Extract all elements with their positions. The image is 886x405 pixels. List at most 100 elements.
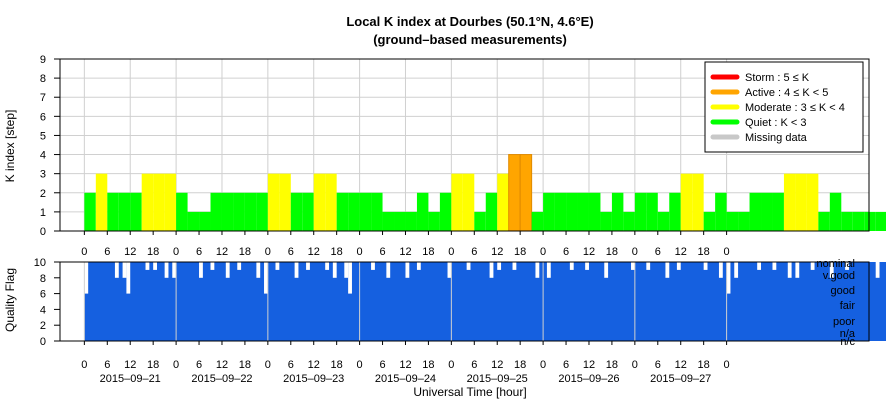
k-index-bar: [210, 192, 222, 231]
quality-dip: [256, 262, 261, 278]
quality-dip: [497, 262, 502, 270]
quality-dip: [126, 262, 131, 294]
k-x-tick-label: 12: [491, 246, 503, 258]
legend-label: Active : 4 ≤ K < 5: [745, 87, 828, 99]
quality-y-tick-label: 4: [40, 304, 46, 316]
quality-dip: [199, 262, 203, 278]
k-x-tick-label: 6: [563, 246, 569, 258]
quality-dip: [164, 262, 169, 278]
quality-dip: [122, 262, 127, 278]
quality-x-tick-label: 18: [514, 359, 526, 371]
k-x-tick-label: 12: [216, 246, 228, 258]
quality-x-tick-label: 12: [583, 359, 595, 371]
quality-dip: [386, 262, 391, 278]
quality-dip: [153, 262, 157, 270]
k-y-tick-label: 3: [40, 169, 46, 181]
quality-x-tick-label: 0: [173, 359, 179, 371]
k-x-tick-label: 6: [471, 246, 477, 258]
k-index-bar: [669, 192, 681, 231]
quality-x-tick-label: 12: [491, 359, 503, 371]
k-index-bar: [130, 192, 142, 231]
k-x-tick-label: 0: [81, 246, 87, 258]
date-label: 2015–09–27: [650, 373, 711, 385]
k-index-bar: [715, 192, 727, 231]
quality-dip: [332, 262, 337, 278]
quality-dip: [294, 262, 299, 278]
date-label: 2015–09–24: [375, 373, 436, 385]
quality-x-tick-label: 6: [379, 359, 385, 371]
quality-dip: [829, 262, 834, 278]
quality-dip: [371, 262, 375, 270]
quality-dip: [646, 262, 651, 270]
quality-dip: [114, 262, 119, 278]
k-index-bar: [657, 211, 670, 231]
k-index-bar: [508, 154, 521, 232]
quality-x-tick-label: 0: [632, 359, 638, 371]
quality-x-tick-label: 0: [448, 359, 454, 371]
quality-dip: [489, 262, 494, 278]
quality-y-tick-label: 6: [40, 289, 46, 301]
k-y-tick-label: 0: [40, 226, 46, 238]
quality-level-label: v.good: [823, 270, 855, 282]
quality-x-tick-label: 6: [655, 359, 661, 371]
k-index-bar: [852, 211, 865, 231]
quality-dip: [795, 262, 800, 278]
k-x-tick-label: 0: [540, 246, 546, 258]
legend-label: Quiet : K < 3: [745, 117, 806, 129]
quality-dip: [726, 262, 731, 294]
quality-x-tick-label: 18: [331, 359, 343, 371]
k-index-bar: [176, 192, 188, 231]
quality-x-tick-label: 0: [81, 359, 87, 371]
k-index-bar: [485, 192, 498, 231]
k-x-tick-label: 6: [196, 246, 202, 258]
k-index-bar: [531, 211, 544, 231]
date-label: 2015–09–21: [100, 373, 161, 385]
k-index-bar: [474, 211, 486, 231]
k-y-tick-label: 6: [40, 111, 46, 123]
k-index-bar: [783, 173, 796, 231]
quality-dip: [845, 262, 849, 270]
quality-x-tick-label: 6: [471, 359, 477, 371]
k-index-bar: [462, 173, 475, 231]
k-index-y-label: K index [step]: [3, 110, 17, 183]
k-index-bar: [267, 173, 280, 231]
k-index-bar: [519, 154, 533, 232]
quality-y-tick-label: 2: [40, 320, 46, 332]
k-index-bar: [623, 211, 635, 231]
k-index-bar: [577, 192, 589, 231]
quality-x-tick-label: 0: [265, 359, 271, 371]
quality-dip: [631, 262, 635, 270]
k-x-tick-label: 0: [357, 246, 363, 258]
k-plot-frame: [59, 58, 870, 232]
k-x-tick-label: 18: [239, 246, 251, 258]
quality-dip: [405, 262, 410, 278]
k-x-tick-label: 6: [655, 246, 661, 258]
k-index-bar: [841, 211, 853, 231]
quality-x-tick-label: 12: [124, 359, 136, 371]
k-index-bar: [416, 192, 429, 231]
quality-dip: [306, 262, 310, 270]
k-index-bar: [199, 211, 211, 231]
k-index-bar: [749, 192, 762, 231]
k-x-tick-label: 18: [514, 246, 526, 258]
k-index-bar: [600, 211, 612, 231]
k-index-bar: [84, 192, 96, 231]
quality-level-label: good: [831, 285, 855, 297]
k-index-bar: [726, 211, 739, 231]
k-index-bar: [703, 211, 716, 231]
k-index-bar: [405, 211, 417, 231]
k-x-tick-label: 0: [173, 246, 179, 258]
k-index-bar: [795, 173, 807, 231]
k-index-bar: [634, 192, 647, 231]
k-index-bar: [829, 192, 842, 231]
k-index-bar: [451, 173, 463, 231]
k-x-tick-label: 0: [632, 246, 638, 258]
quality-dip: [225, 262, 230, 278]
k-index-bar: [107, 192, 119, 231]
k-index-bar: [153, 173, 165, 231]
x-axis-label: Universal Time [hour]: [413, 385, 526, 399]
quality-dip: [275, 262, 280, 270]
quality-dip: [325, 262, 330, 270]
k-index-bar: [290, 192, 303, 231]
quality-dip: [348, 262, 352, 294]
